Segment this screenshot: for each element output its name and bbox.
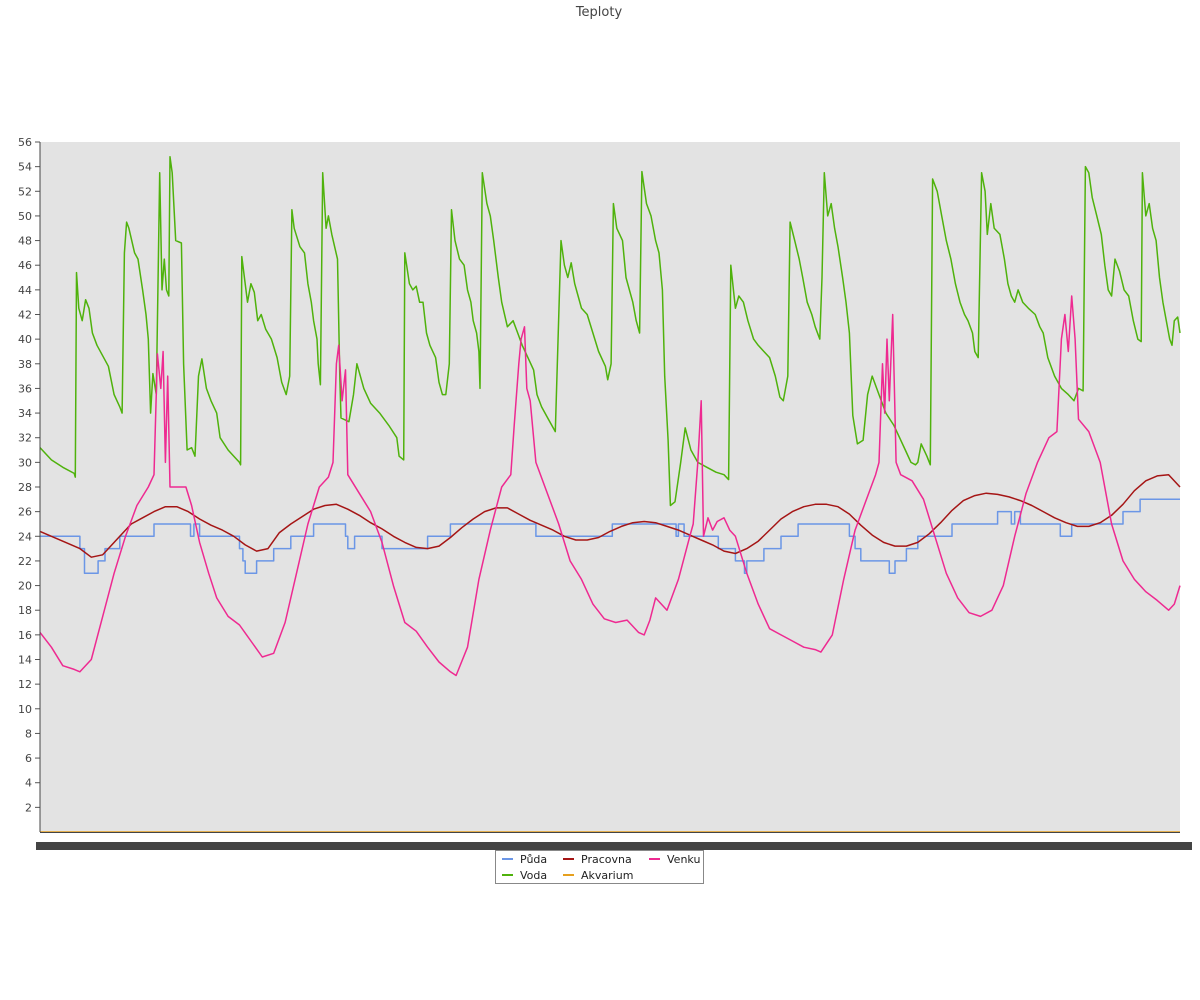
- series-line-4: [39, 295, 1181, 677]
- legend-label-puda: Půda: [520, 853, 548, 866]
- axes: [39, 142, 1180, 833]
- legend-swatch-pracovna: [563, 858, 574, 860]
- y-tick-label: 2: [25, 801, 32, 814]
- y-tick-label: 8: [25, 727, 32, 740]
- x-axis-ticks: [36, 842, 1192, 850]
- chart-legend: Půda Voda Pracovna Akvarium Venku: [495, 850, 704, 884]
- y-tick-label: 46: [18, 259, 32, 272]
- y-tick-label: 24: [18, 530, 32, 543]
- y-tick-label: 22: [18, 555, 32, 568]
- legend-item-puda: Půda: [502, 852, 547, 867]
- x-tick-labels-band: [36, 842, 1192, 850]
- y-tick-label: 4: [25, 777, 32, 790]
- legend-swatch-venku: [649, 858, 660, 860]
- y-tick-label: 16: [18, 629, 32, 642]
- y-axis-ticks: 2468101214161820222426283032343638404244…: [18, 136, 40, 814]
- y-tick-label: 50: [18, 210, 32, 223]
- y-tick-label: 34: [18, 407, 32, 420]
- y-tick-label: 6: [25, 752, 32, 765]
- y-tick-label: 26: [18, 506, 32, 519]
- legend-item-voda: Voda: [502, 868, 547, 883]
- y-tick-label: 30: [18, 456, 32, 469]
- y-tick-label: 54: [18, 161, 32, 174]
- y-tick-label: 28: [18, 481, 32, 494]
- y-tick-label: 10: [18, 703, 32, 716]
- y-tick-label: 12: [18, 678, 32, 691]
- y-tick-label: 42: [18, 309, 32, 322]
- y-tick-label: 20: [18, 580, 32, 593]
- legend-item-akvarium: Akvarium: [563, 868, 633, 883]
- chart-title: Teploty: [575, 5, 623, 20]
- series-line-0: [40, 498, 1180, 575]
- legend-label-akvarium: Akvarium: [581, 869, 634, 882]
- y-tick-label: 40: [18, 333, 32, 346]
- y-tick-label: 18: [18, 604, 32, 617]
- legend-swatch-puda: [502, 858, 513, 860]
- y-tick-label: 56: [18, 136, 32, 149]
- y-tick-label: 38: [18, 358, 32, 371]
- series-line-2: [39, 473, 1181, 558]
- legend-swatch-akvarium: [563, 874, 574, 876]
- plot-area: [40, 142, 1180, 832]
- y-tick-label: 36: [18, 382, 32, 395]
- y-tick-label: 52: [18, 185, 32, 198]
- legend-item-pracovna: Pracovna: [563, 852, 632, 867]
- y-tick-label: 32: [18, 432, 32, 445]
- y-tick-label: 14: [18, 654, 32, 667]
- legend-swatch-voda: [502, 874, 513, 876]
- series-line-1: [39, 156, 1181, 507]
- legend-label-venku: Venku: [667, 853, 701, 866]
- legend-label-pracovna: Pracovna: [581, 853, 632, 866]
- legend-item-venku: Venku: [649, 852, 700, 867]
- y-tick-label: 44: [18, 284, 32, 297]
- y-tick-label: 48: [18, 235, 32, 248]
- legend-label-voda: Voda: [520, 869, 548, 882]
